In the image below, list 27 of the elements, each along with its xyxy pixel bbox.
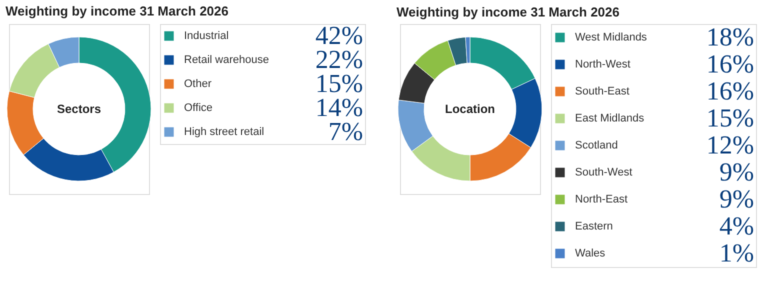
legend-label: West Midlands [575,32,648,44]
legend-label: South-East [575,86,630,98]
data-label: 16% [706,76,754,106]
legend-label: North-East [575,194,628,206]
legend-label: Wales [575,248,606,260]
legend-label: Office [184,102,213,114]
chart-title: Weighting by income 31 March 2026 [6,4,228,18]
legend-label: East Midlands [575,112,645,124]
legend-label: Other [184,78,212,90]
data-label: 15% [706,104,754,132]
text: Location [445,102,495,116]
data-label: 16% [706,50,754,78]
data-label: 9% [719,184,754,214]
legend-label: High street retail [184,126,264,138]
legend-label: Industrial [184,30,229,42]
legend-label: Scotland [575,140,618,152]
legend-label: South-West [575,166,632,178]
text: Sectors [56,102,102,116]
legend-label: Retail warehouse [184,54,269,66]
legend-label: Eastern [575,220,613,232]
chart-title: Weighting by income 31 March 2026 [396,4,620,20]
data-label: 9% [719,158,754,186]
legend-label: North-West [575,58,630,70]
data-label: 4% [719,212,754,240]
data-label: 18% [706,22,754,52]
data-label: 12% [706,130,754,160]
data-label: 1% [719,238,754,268]
